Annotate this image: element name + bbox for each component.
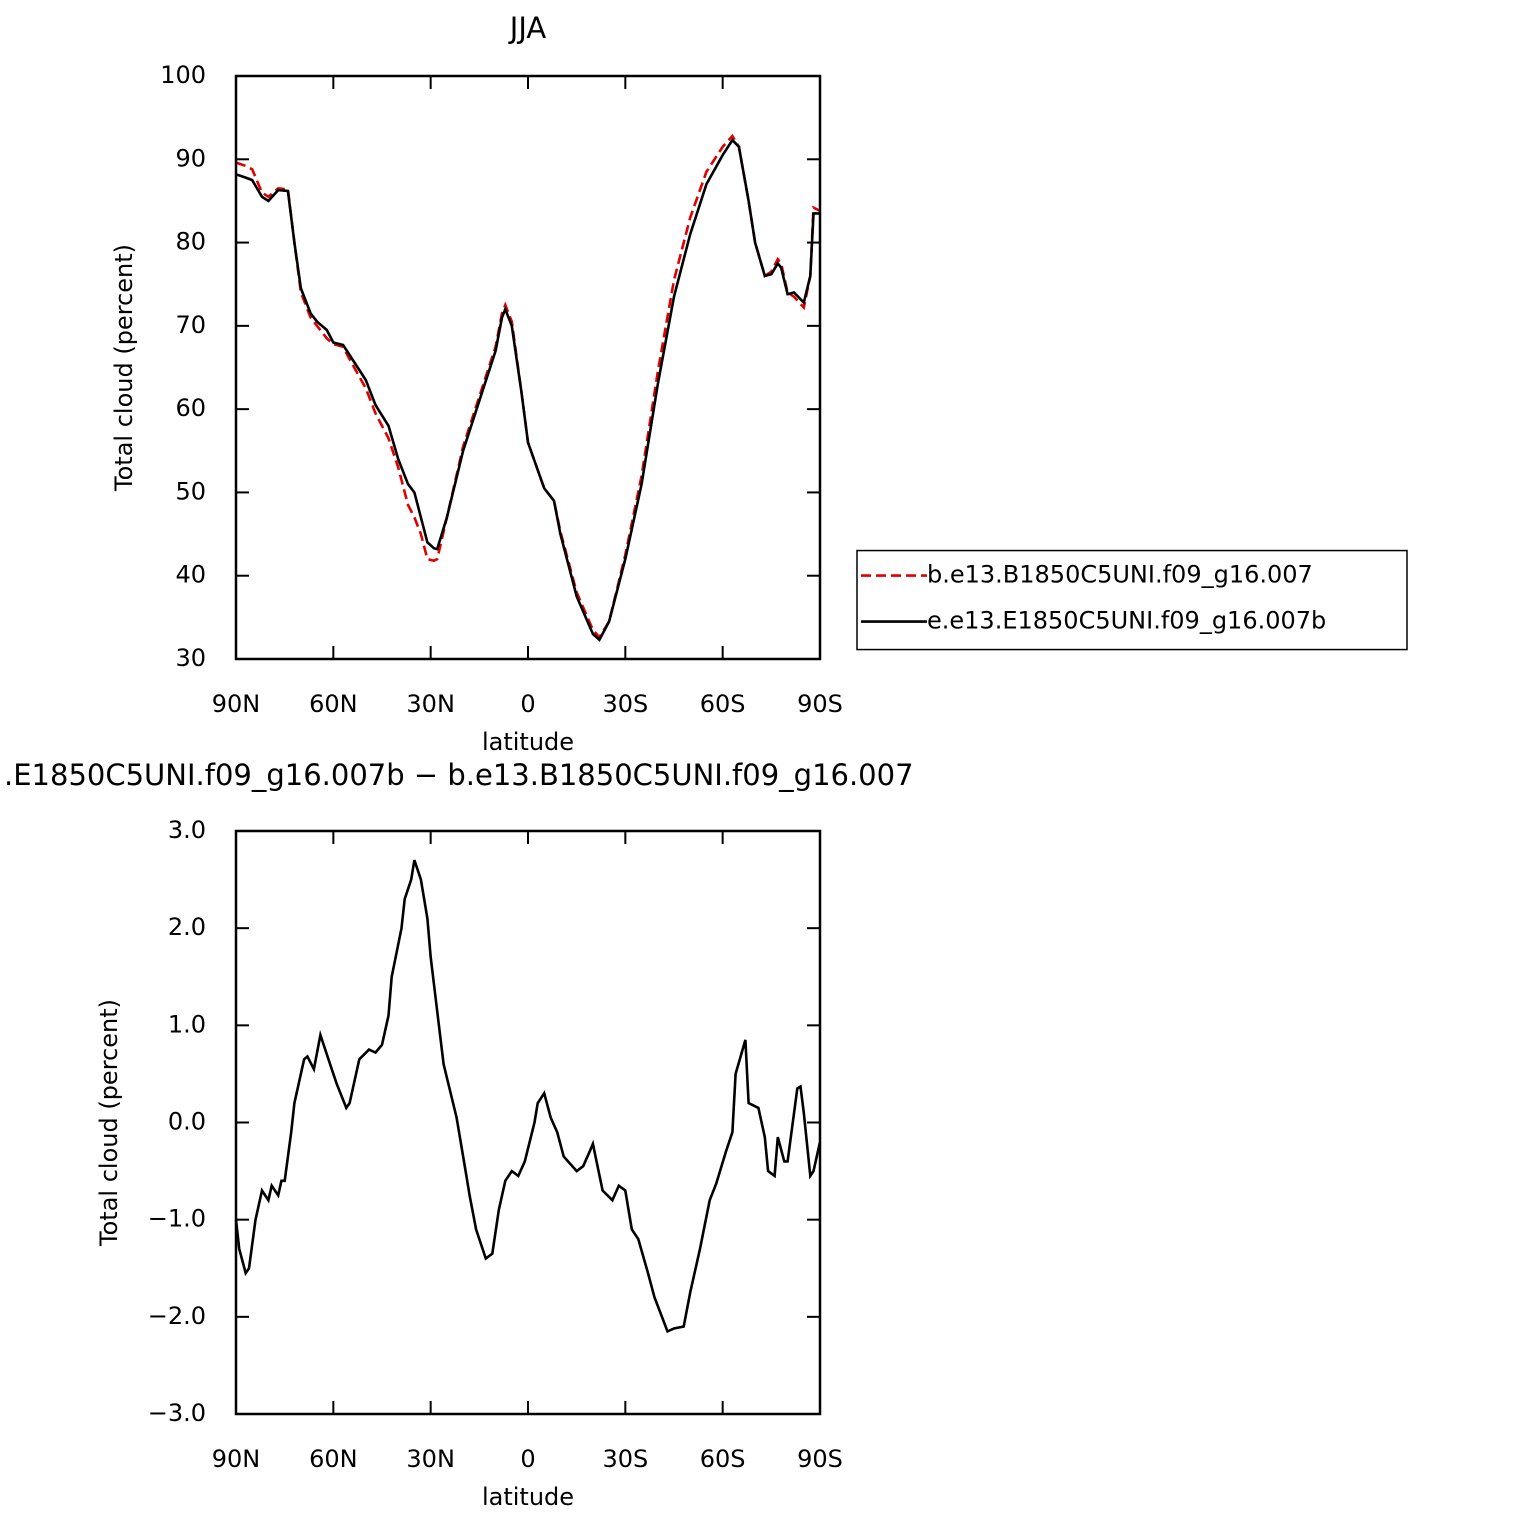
x-tick-label: 30N <box>406 690 455 718</box>
y-axis-label: Total cloud (percent) <box>95 999 123 1247</box>
legend-box <box>856 549 1408 651</box>
y-tick-label: 0.0 <box>168 1108 206 1136</box>
y-tick-label: 100 <box>160 61 206 89</box>
chart-title: .E1850C5UNI.f09_g16.007b − b.e13.B1850C5… <box>4 758 914 792</box>
y-axis-label: Total cloud (percent) <box>110 244 138 492</box>
x-tick-label: 90N <box>212 690 261 718</box>
y-tick-label: −3.0 <box>148 1399 206 1427</box>
x-tick-label: 30N <box>406 1445 455 1473</box>
x-tick-label: 0 <box>520 1445 535 1473</box>
x-tick-label: 90S <box>797 690 843 718</box>
y-tick-label: 90 <box>175 144 206 172</box>
plot-frame <box>234 829 822 1416</box>
y-tick-label: −1.0 <box>148 1205 206 1233</box>
y-tick-label: 50 <box>175 477 206 505</box>
x-tick-label: 60N <box>309 690 358 718</box>
y-tick-label: 2.0 <box>168 913 206 941</box>
y-tick-label: 40 <box>175 561 206 589</box>
y-tick-label: 30 <box>175 644 206 672</box>
data-line <box>234 859 822 1334</box>
x-tick-label: 60S <box>700 1445 746 1473</box>
x-tick-label: 0 <box>520 690 535 718</box>
y-tick-label: 60 <box>175 394 206 422</box>
x-tick-label: 60S <box>700 690 746 718</box>
x-axis-label: latitude <box>482 728 574 756</box>
x-tick-label: 90N <box>212 1445 261 1473</box>
data-line <box>235 138 820 642</box>
legend-label: e.e13.E1850C5UNI.f09_g16.007b <box>927 607 1326 635</box>
plot-frame <box>234 74 822 661</box>
chart-title: JJA <box>508 11 547 45</box>
y-tick-label: 3.0 <box>168 816 206 844</box>
y-tick-label: 70 <box>175 311 206 339</box>
data-line <box>235 133 821 640</box>
y-tick-label: −2.0 <box>148 1302 206 1330</box>
legend-label: b.e13.B1850C5UNI.f09_g16.007 <box>927 561 1313 589</box>
x-tick-label: 60N <box>309 1445 358 1473</box>
x-axis-label: latitude <box>482 1483 574 1511</box>
x-tick-label: 90S <box>797 1445 843 1473</box>
x-tick-label: 30S <box>602 1445 648 1473</box>
y-tick-label: 80 <box>175 228 206 256</box>
x-tick-label: 30S <box>602 690 648 718</box>
y-tick-label: 1.0 <box>168 1010 206 1038</box>
